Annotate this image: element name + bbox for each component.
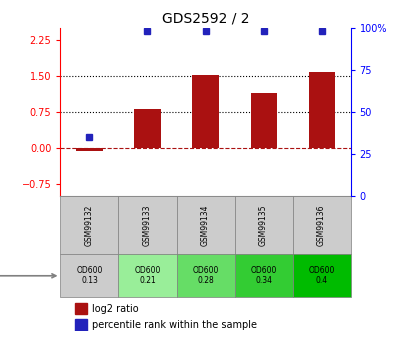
Text: GSM99132: GSM99132: [85, 205, 94, 246]
Text: percentile rank within the sample: percentile rank within the sample: [92, 321, 258, 331]
Bar: [77, 148, 102, 151]
Text: OD600
0.34: OD600 0.34: [250, 266, 277, 285]
Text: OD600
0.4: OD600 0.4: [308, 266, 335, 285]
FancyBboxPatch shape: [177, 254, 235, 297]
Text: GSM99133: GSM99133: [143, 205, 152, 246]
FancyBboxPatch shape: [293, 196, 351, 254]
Bar: [309, 72, 334, 148]
FancyBboxPatch shape: [118, 254, 177, 297]
Text: GSM99136: GSM99136: [317, 205, 326, 246]
Bar: [193, 75, 218, 148]
Bar: [75, 319, 87, 331]
Bar: [135, 109, 160, 148]
Text: OD600
0.28: OD600 0.28: [192, 266, 219, 285]
Text: GSM99135: GSM99135: [259, 205, 268, 246]
FancyBboxPatch shape: [177, 196, 235, 254]
FancyBboxPatch shape: [293, 254, 351, 297]
Text: OD600
0.21: OD600 0.21: [134, 266, 161, 285]
Title: GDS2592 / 2: GDS2592 / 2: [162, 11, 249, 25]
Text: GSM99134: GSM99134: [201, 205, 210, 246]
FancyBboxPatch shape: [118, 196, 177, 254]
FancyBboxPatch shape: [60, 196, 118, 254]
Text: OD600
0.13: OD600 0.13: [76, 266, 103, 285]
Bar: [75, 303, 87, 314]
Bar: [251, 93, 276, 148]
Text: growth protocol: growth protocol: [0, 271, 56, 281]
FancyBboxPatch shape: [60, 254, 118, 297]
Text: log2 ratio: log2 ratio: [92, 304, 139, 314]
FancyBboxPatch shape: [235, 196, 293, 254]
FancyBboxPatch shape: [235, 254, 293, 297]
